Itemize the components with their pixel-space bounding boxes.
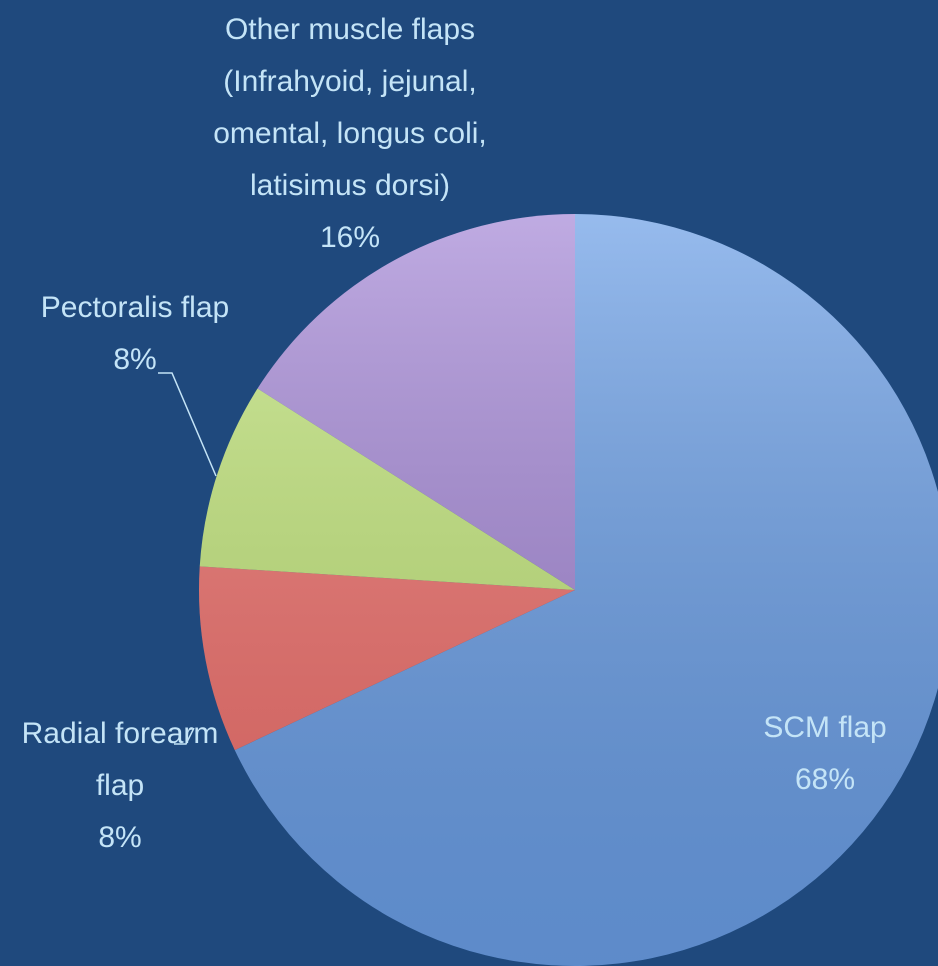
value-label: 8% [113,343,157,376]
value-label: 16% [319,221,381,254]
category-label: SCM flap [763,711,887,744]
slice-label: Radial forearm flap 8% [0,708,240,864]
slice-label: SCM flap 68% [715,702,935,806]
leader-line [174,727,195,745]
category-label: Pectoralis flap [40,291,230,324]
slice-label: Other muscle flaps (Infrahyoid, jejunal,… [170,4,530,264]
category-label: Other muscle flaps (Infrahyoid, jejunal,… [213,13,487,202]
slice-label: Pectoralis flap 8% [0,282,270,386]
leader-line [158,372,217,477]
value-label: 8% [98,821,142,854]
category-label: Radial forearm flap [21,717,219,802]
value-label: 68% [794,763,856,796]
